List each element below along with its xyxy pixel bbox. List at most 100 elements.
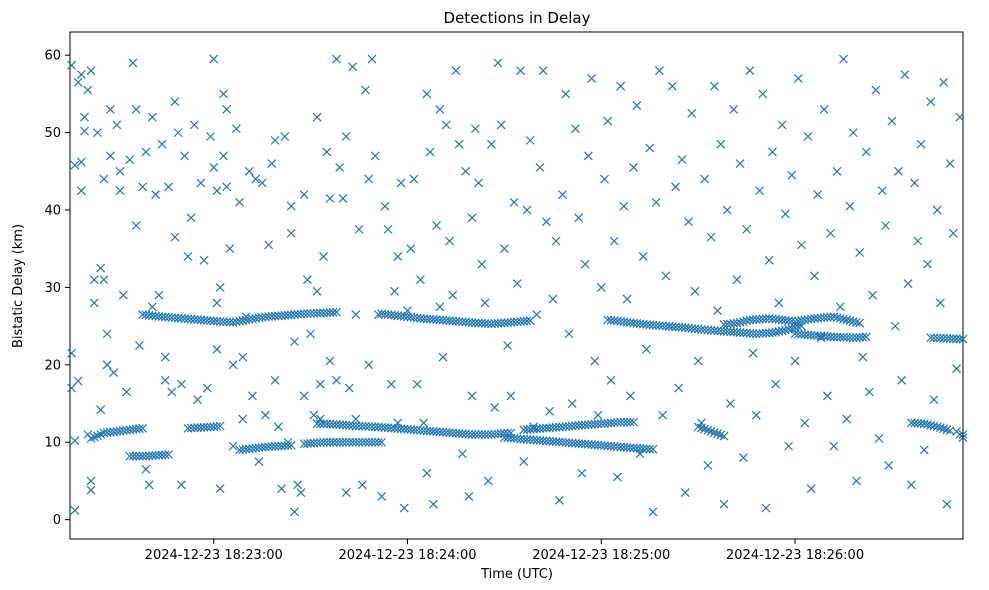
scatter-point — [590, 356, 600, 366]
scatter-point — [645, 143, 655, 153]
scatter-point — [180, 151, 190, 161]
scatter-point — [254, 457, 264, 467]
scatter-point — [496, 120, 506, 130]
scatter-point — [635, 449, 645, 459]
scatter-point — [222, 104, 232, 114]
scatter-point — [768, 147, 777, 157]
scatter-point — [900, 70, 910, 79]
track-point — [338, 437, 348, 447]
scatter-point — [548, 294, 558, 304]
track-point — [955, 334, 965, 344]
scatter-point — [415, 275, 425, 285]
track-point — [835, 332, 845, 342]
scatter-point — [729, 104, 739, 114]
scatter-point — [445, 236, 454, 246]
scatter-point — [206, 132, 215, 141]
track-point — [613, 417, 622, 427]
track-point — [480, 430, 490, 439]
scatter-point — [693, 356, 703, 366]
scatter-point — [228, 360, 238, 370]
scatter-point — [503, 341, 513, 350]
scatter-point — [412, 379, 422, 389]
scatter-point — [196, 178, 206, 188]
scatter-point — [176, 379, 186, 389]
scatter-point — [732, 275, 742, 285]
track-point — [732, 318, 742, 328]
track-point — [835, 313, 845, 323]
scatter-point — [797, 240, 806, 250]
scatter-point — [83, 85, 93, 95]
scatter-point — [842, 414, 852, 424]
scatter-point — [625, 391, 635, 401]
scatter-point — [277, 484, 286, 494]
scatter-point — [667, 81, 677, 91]
y-tick-label: 10 — [44, 436, 61, 451]
scatter-point — [871, 85, 881, 95]
scatter-point — [703, 461, 713, 470]
scatter-point — [89, 298, 99, 308]
scatter-point — [80, 112, 89, 122]
track-point — [748, 329, 758, 339]
scatter-point — [603, 116, 613, 126]
scatter-point — [561, 89, 571, 99]
scatter-point — [480, 298, 490, 308]
scatter-point — [160, 352, 170, 362]
scatter-point — [435, 302, 445, 312]
track-point — [952, 334, 961, 344]
track-point — [302, 309, 312, 319]
scatter-point — [128, 58, 138, 68]
scatter-point — [587, 74, 597, 83]
scatter-point — [290, 337, 299, 347]
scatter-point — [935, 298, 945, 308]
scatter-point — [332, 375, 341, 385]
scatter-point — [374, 310, 383, 319]
scatter-point — [745, 66, 755, 76]
track-point — [858, 332, 868, 342]
scatter-point — [651, 197, 661, 207]
y-tick-label: 0 — [53, 513, 61, 528]
scatter-point — [861, 147, 871, 157]
scatter-point — [884, 461, 894, 470]
y-tick-label: 30 — [44, 281, 61, 296]
scatter-point — [848, 128, 858, 138]
scatter-point — [535, 163, 545, 172]
track-point — [926, 420, 936, 430]
scatter-point — [913, 236, 923, 246]
track-point — [839, 332, 848, 342]
scatter-point — [357, 480, 367, 490]
track-point — [780, 325, 790, 335]
scatter-point — [147, 112, 157, 122]
track-point — [832, 332, 842, 342]
scatter-point — [67, 60, 77, 70]
scatter-point — [115, 186, 125, 196]
x-axis: 2024-12-23 18:23:00 2024-12-23 18:24:00 20… — [145, 539, 864, 563]
scatter-point — [176, 480, 186, 490]
scatter-point — [806, 484, 816, 494]
track-point — [842, 315, 852, 325]
scatter-point — [761, 503, 771, 513]
track-point — [929, 333, 939, 343]
scatter-point — [99, 174, 109, 184]
track-point — [926, 333, 936, 343]
scatter-point — [516, 66, 525, 76]
scatter-point — [115, 166, 125, 176]
scatter-point — [212, 344, 222, 354]
scatter-point — [299, 391, 309, 401]
scatter-point — [96, 263, 106, 273]
scatter-point — [419, 418, 429, 428]
scatter-point — [209, 54, 219, 64]
scatter-point — [393, 252, 403, 261]
track-point — [351, 437, 361, 447]
y-axis-label: Bistatic Delay (km) — [11, 224, 26, 348]
track-point — [335, 437, 345, 447]
scatter-point — [248, 391, 257, 401]
scatter-point — [170, 232, 180, 242]
scatter-point — [858, 352, 868, 362]
scatter-point — [722, 205, 732, 215]
scatter-point — [726, 399, 735, 408]
scatter-point — [260, 410, 270, 420]
track-point — [370, 437, 380, 447]
scatter-point — [545, 406, 555, 416]
track-point — [619, 417, 629, 427]
scatter-point — [218, 89, 228, 99]
